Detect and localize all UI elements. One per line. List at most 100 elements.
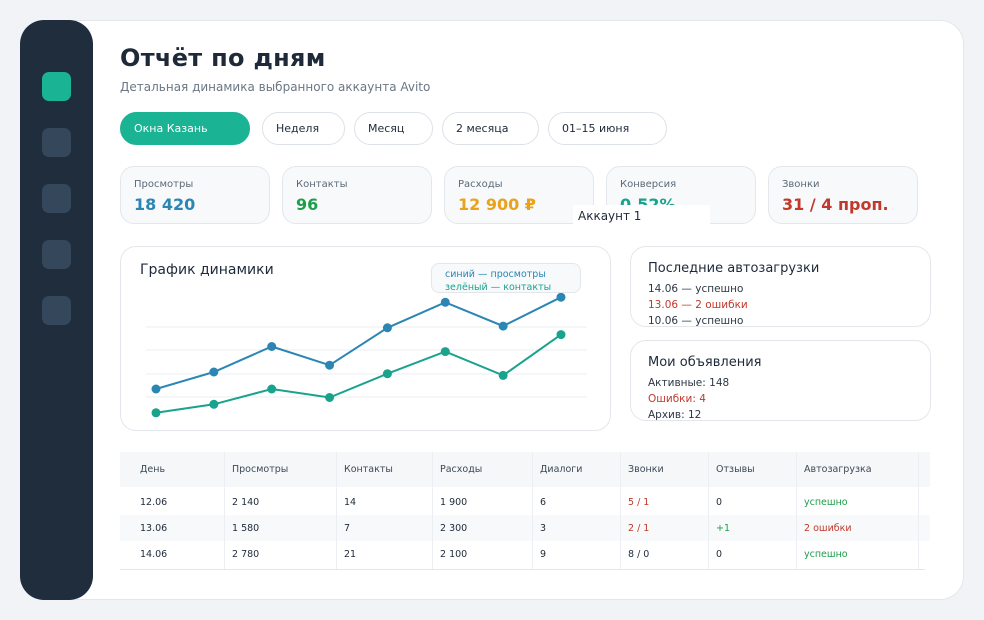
contacts-point-3[interactable] xyxy=(325,393,335,402)
stat-card-expenses: Расходы 12 900 ₽ xyxy=(444,166,594,224)
stat-label: Контакты xyxy=(296,179,348,190)
column-divider xyxy=(918,452,919,570)
column-header: Контакты xyxy=(344,464,393,475)
table-cell: 2 100 xyxy=(440,549,468,560)
contacts-point-5[interactable] xyxy=(440,347,450,357)
views-point-2[interactable] xyxy=(267,342,277,351)
contacts-point-1[interactable] xyxy=(209,399,219,409)
filter-two-months[interactable]: 2 месяца xyxy=(442,112,539,145)
views-point-1[interactable] xyxy=(209,367,219,377)
autoloads-title: Последние автозагрузки xyxy=(648,261,820,276)
table-row[interactable]: 14.06 2 780 21 2 100 9 8 / 0 0 успешно xyxy=(120,541,930,567)
sidebar-item-5[interactable] xyxy=(42,296,71,325)
chart-panel: График динамики синий — просмотры зелёны… xyxy=(120,246,611,431)
table-cell: 1 900 xyxy=(440,497,468,508)
table-cell: 2 780 xyxy=(232,549,260,560)
page-subtitle: Детальная динамика выбранного аккаунта A… xyxy=(120,80,431,94)
stat-value: 12 900 ₽ xyxy=(458,195,536,214)
filter-week[interactable]: Неделя xyxy=(262,112,345,145)
autoload-item: 10.06 — успешно xyxy=(648,315,744,327)
table-cell: +1 xyxy=(716,523,731,534)
filter-date-range[interactable]: 01–15 июня xyxy=(548,112,667,145)
stat-label: Просмотры xyxy=(134,179,194,190)
column-divider xyxy=(620,452,621,570)
column-header: День xyxy=(140,464,166,475)
table-cell: 13.06 xyxy=(140,523,168,534)
ads-item: Ошибки: 4 xyxy=(648,393,706,405)
filter-account[interactable]: Окна Казань xyxy=(120,112,250,145)
table-cell: 2 / 1 xyxy=(628,523,650,534)
column-header: Просмотры xyxy=(232,464,289,475)
contacts-point-2[interactable] xyxy=(267,384,277,394)
legend-contacts: зелёный — контакты xyxy=(445,282,552,293)
contacts-point-7[interactable] xyxy=(556,330,566,340)
table-cell: 14 xyxy=(344,497,357,508)
ads-panel: Мои объявления Активные: 148 Ошибки: 4 А… xyxy=(630,340,931,421)
series-line-contacts xyxy=(155,333,562,414)
column-divider xyxy=(432,452,433,570)
contacts-point-4[interactable] xyxy=(382,369,392,379)
table-cell: 2 ошибки xyxy=(804,523,852,534)
views-point-7[interactable] xyxy=(556,292,566,302)
chart-legend: синий — просмотры зелёный — контакты xyxy=(431,263,581,293)
sidebar xyxy=(20,20,93,600)
column-header: Автозагрузка xyxy=(804,464,872,475)
ads-item: Архив: 12 xyxy=(648,409,702,421)
stat-card-contacts: Контакты 96 xyxy=(282,166,432,224)
table-cell: 2 300 xyxy=(440,523,468,534)
ads-title: Мои объявления xyxy=(648,355,762,370)
table-cell: успешно xyxy=(804,549,848,560)
views-point-5[interactable] xyxy=(440,297,450,307)
views-point-0[interactable] xyxy=(151,384,161,394)
contacts-point-6[interactable] xyxy=(498,370,508,380)
column-divider xyxy=(708,452,709,570)
column-header: Расходы xyxy=(440,464,483,475)
chart-title: График динамики xyxy=(140,262,274,278)
table-cell: 0 xyxy=(716,497,723,508)
page-title: Отчёт по дням xyxy=(120,44,326,72)
series-line-views xyxy=(155,296,562,390)
table-header: День Просмотры Контакты Расходы Диалоги … xyxy=(120,452,930,487)
sidebar-item-4[interactable] xyxy=(42,240,71,269)
column-divider xyxy=(224,452,225,570)
table-cell: 21 xyxy=(344,549,357,560)
column-divider xyxy=(532,452,533,570)
table-cell: 5 / 1 xyxy=(628,497,650,508)
table-row[interactable]: 13.06 1 580 7 2 300 3 2 / 1 +1 2 ошибки xyxy=(120,515,930,541)
stat-label: Расходы xyxy=(458,179,503,190)
table-cell: 12.06 xyxy=(140,497,168,508)
daily-table: День Просмотры Контакты Расходы Диалоги … xyxy=(120,452,930,570)
table-cell: 2 140 xyxy=(232,497,260,508)
account-tooltip: Аккаунт 1 xyxy=(573,205,710,227)
filter-month[interactable]: Месяц xyxy=(354,112,433,145)
views-point-4[interactable] xyxy=(382,323,392,333)
stat-value: 18 420 xyxy=(134,195,196,214)
column-header: Диалоги xyxy=(540,464,583,475)
views-point-6[interactable] xyxy=(498,321,508,331)
column-divider xyxy=(796,452,797,570)
sidebar-item-2[interactable] xyxy=(42,128,71,157)
sidebar-item-3[interactable] xyxy=(42,184,71,213)
stat-card-calls: Звонки 31 / 4 проп. xyxy=(768,166,918,224)
dynamics-chart xyxy=(146,292,587,418)
sidebar-item-reports[interactable] xyxy=(42,72,71,101)
column-divider xyxy=(336,452,337,570)
table-cell: 7 xyxy=(344,523,351,534)
stat-card-views: Просмотры 18 420 xyxy=(120,166,270,224)
table-cell: 3 xyxy=(540,523,547,534)
views-point-3[interactable] xyxy=(325,360,335,370)
table-cell: 9 xyxy=(540,549,547,560)
stat-label: Звонки xyxy=(782,179,820,190)
stat-value: 96 xyxy=(296,195,319,214)
autoload-item: 13.06 — 2 ошибки xyxy=(648,299,748,311)
autoloads-panel: Последние автозагрузки 14.06 — успешно 1… xyxy=(630,246,931,327)
table-row[interactable]: 12.06 2 140 14 1 900 6 5 / 1 0 успешно xyxy=(120,489,930,515)
table-cell: 1 580 xyxy=(232,523,260,534)
table-cell: 0 xyxy=(716,549,723,560)
column-header: Звонки xyxy=(628,464,664,475)
ads-item: Активные: 148 xyxy=(648,377,730,389)
table-bottom-border xyxy=(120,569,925,570)
contacts-point-0[interactable] xyxy=(151,408,161,418)
table-cell: 14.06 xyxy=(140,549,168,560)
stat-value: 31 / 4 проп. xyxy=(782,195,889,214)
